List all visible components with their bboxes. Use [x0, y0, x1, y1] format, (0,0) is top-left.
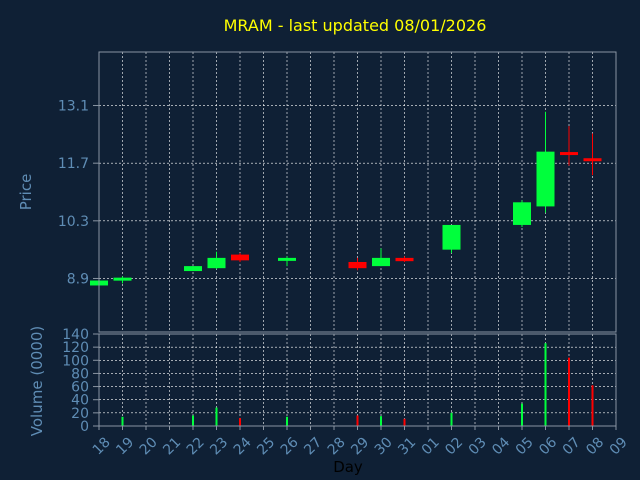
volume-tick-label: 0	[80, 419, 89, 435]
candle-body-down	[583, 158, 602, 162]
volume-bar	[544, 343, 547, 426]
volume-axis-label: Volume (0000)	[28, 326, 46, 436]
volume-tick-label: 100	[62, 353, 89, 369]
candle-body-up	[113, 277, 132, 281]
candle-body-up	[207, 257, 226, 269]
volume-bar	[380, 416, 382, 426]
candle-body-down	[231, 254, 249, 261]
candle-body-up	[372, 257, 390, 267]
volume-bar	[521, 403, 523, 426]
volume-bar	[121, 416, 124, 426]
volume-bar	[215, 407, 218, 426]
price-tick-label: 13.1	[58, 99, 89, 115]
volume-tick-label: 120	[62, 340, 89, 356]
price-candles	[90, 111, 602, 286]
volume-bar	[568, 357, 570, 426]
volume-bar	[192, 415, 194, 426]
candle-body-down	[395, 257, 414, 262]
price-tick-label: 11.7	[58, 156, 89, 172]
price-axis-label: Price	[17, 174, 35, 211]
chart-title: MRAM - last updated 08/01/2026	[224, 16, 487, 35]
volume-bar	[356, 415, 359, 426]
volume-bar	[403, 418, 406, 426]
volume-tick-label: 80	[71, 366, 89, 382]
candle-body-down	[348, 262, 367, 269]
price-tick-label: 10.3	[58, 214, 89, 230]
candle-body-up	[184, 266, 202, 272]
candle-body-up	[513, 202, 531, 225]
candle-body-up	[442, 224, 461, 250]
candle-body-up	[278, 257, 296, 261]
volume-bar	[239, 418, 241, 426]
price-panel: 8.9 10.3 11.7 13.1 Price	[17, 51, 617, 333]
volume-bar	[591, 385, 594, 426]
candle-body-down	[560, 152, 578, 156]
volume-tick-label: 140	[62, 327, 89, 343]
price-panel-frame	[98, 51, 617, 333]
day-axis-label: Day	[333, 458, 363, 476]
candle-body-up	[536, 151, 555, 207]
volume-bar	[450, 412, 453, 426]
price-tick-label: 8.9	[67, 271, 89, 287]
price-ytick-labels: 8.9 10.3 11.7 13.1	[58, 99, 99, 287]
volume-tick-label: 60	[71, 380, 89, 396]
volume-bars	[121, 343, 594, 426]
volume-tick-label: 20	[71, 406, 89, 422]
volume-tick-label: 40	[71, 393, 89, 409]
volume-bar	[286, 416, 288, 426]
price-grid	[99, 52, 616, 332]
